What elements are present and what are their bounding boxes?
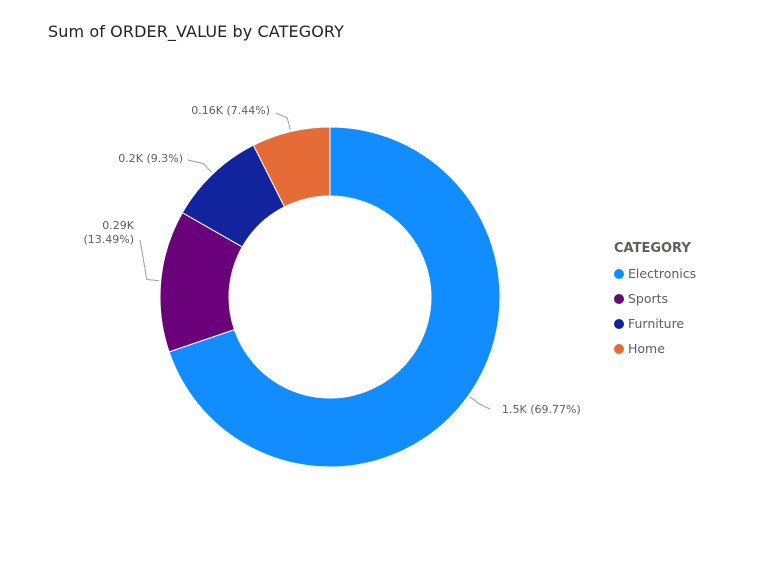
leader-line-home: [275, 112, 291, 130]
data-label-home: 0.16K (7.44%): [191, 104, 270, 117]
chart-title: Sum of ORDER_VALUE by CATEGORY: [48, 22, 344, 41]
slice-electronics[interactable]: [168, 126, 501, 468]
legend-marker: [614, 268, 624, 279]
legend-label: Electronics: [628, 266, 697, 281]
legend-title: CATEGORY: [614, 241, 691, 256]
legend-label: Sports: [628, 291, 669, 306]
legend-label: Furniture: [628, 316, 685, 331]
leader-line-furniture: [187, 159, 212, 173]
leader-line-electronics: [469, 396, 491, 410]
legend-item-furniture[interactable]: Furniture: [614, 311, 696, 336]
legend-marker: [614, 343, 624, 354]
data-label-electronics: 1.5K (69.77%): [502, 403, 581, 416]
legend-marker: [614, 293, 624, 304]
leader-line-sports: [139, 239, 159, 282]
legend-label: Home: [628, 341, 665, 356]
legend: CATEGORY Electronics Sports Furniture Home: [614, 241, 696, 361]
legend-item-home[interactable]: Home: [614, 336, 696, 361]
slice-home[interactable]: [252, 126, 331, 208]
legend-item-electronics[interactable]: Electronics: [614, 261, 696, 286]
data-label-sports: 0.29K (13.49%): [83, 219, 134, 246]
legend-marker: [614, 318, 624, 329]
legend-item-sports[interactable]: Sports: [614, 286, 696, 311]
data-label-furniture: 0.2K (9.3%): [118, 152, 183, 165]
